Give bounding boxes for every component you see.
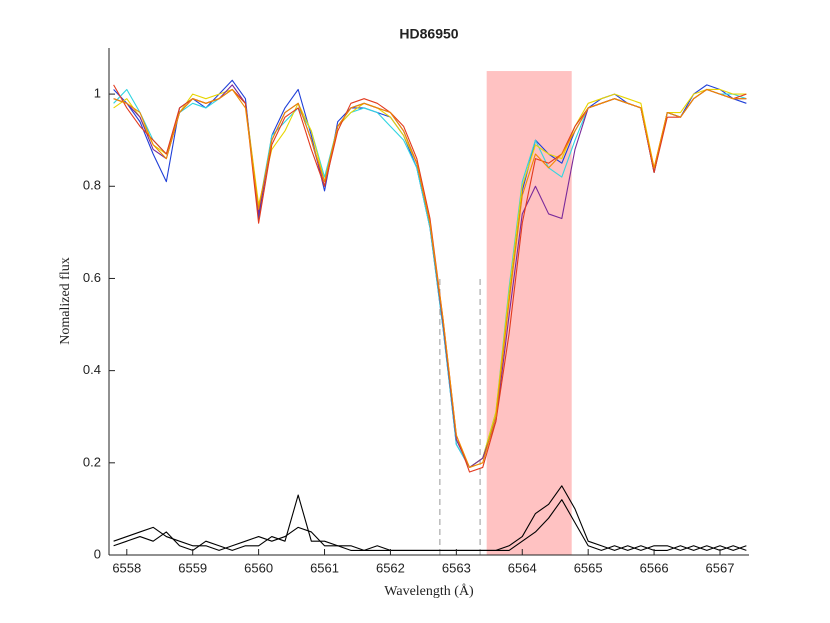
spectrum-line [113,88,747,468]
x-tick-label: 6561 [310,560,339,575]
x-tick-label: 6566 [640,560,669,575]
y-tick-label: 0 [94,546,101,561]
spectrum-line [113,84,747,468]
y-axis-label: Nomalized flux [58,257,73,344]
x-tick-label: 6565 [574,560,603,575]
x-tick-label: 6559 [178,560,207,575]
chart-title: HD86950 [399,26,458,42]
y-tick-label: 0.8 [83,178,101,193]
x-tick-label: 6567 [706,560,735,575]
y-tick-label: 0.2 [83,454,101,469]
spectrum-line [113,499,747,551]
y-tick-label: 0.6 [83,270,101,285]
spectrum-line [113,88,747,468]
x-tick-label: 6560 [244,560,273,575]
spectrum-line [113,79,747,468]
x-axis-label: Wavelength (Å) [384,583,474,599]
spectrum-line [113,84,747,473]
y-tick-label: 1 [94,86,101,101]
y-tick-label: 0.4 [83,362,101,377]
spectrum-line [113,88,747,468]
x-tick-label: 6558 [112,560,141,575]
x-tick-label: 6563 [442,560,471,575]
x-tick-label: 6564 [508,560,537,575]
spectrum-line [113,485,747,551]
highlight-region [486,71,572,555]
x-tick-label: 6562 [376,560,405,575]
